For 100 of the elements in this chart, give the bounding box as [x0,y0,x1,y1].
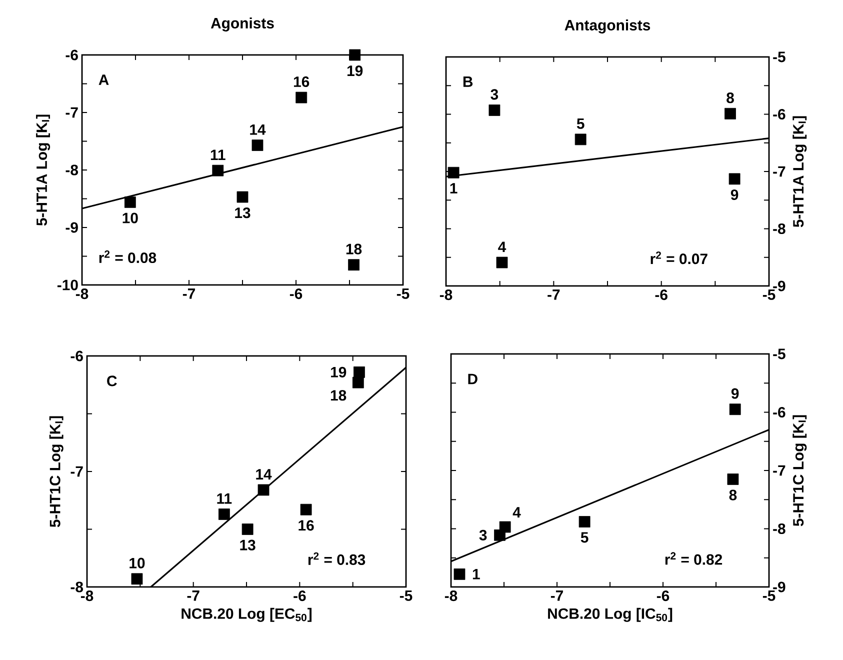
chart-title: Agonists [210,17,274,32]
annotation: 1 [472,569,480,580]
y-tick-label: -7 [773,166,786,177]
annotation: 4 [512,507,521,518]
annotation: 13 [235,208,250,218]
annotation: 1 [450,183,458,194]
annotation: 3 [479,530,487,540]
x-axis-title: NCB.20 Log [EC$_{50}$] [182,608,312,622]
y-axis-title: 5-HT1C Log [K$_{I}$] [792,415,807,526]
annotation: 8 [729,490,737,500]
point [131,573,143,585]
y-tick-label: -7 [773,465,786,476]
point [242,524,254,535]
point [348,259,360,271]
point [236,191,248,203]
y-tick-label: -8 [66,164,78,176]
y-tick-label: -6 [70,350,83,362]
y-tick-label: -8 [773,523,786,534]
annotation: r$^{2}$ = 0.83 [308,552,366,565]
annotation: 19 [347,66,363,76]
annotation: 10 [122,212,138,224]
point [724,108,736,120]
point [258,484,270,496]
point [212,164,224,176]
annotation: 18 [330,390,346,401]
y-tick-label: -7 [70,466,83,477]
x-tick-label: -7 [548,290,560,300]
x-tick-label: -6 [294,590,306,602]
point [354,366,365,378]
x-tick-label: -5 [762,290,776,300]
y-tick-label: -6 [773,108,786,120]
y-tick-label: -9 [773,280,786,292]
y-tick-label: -5 [773,52,786,62]
annotation: 14 [256,469,272,480]
point [499,521,511,533]
y-tick-label: -6 [66,50,78,60]
point [578,516,590,528]
point [352,376,364,388]
point [218,508,230,520]
point [349,49,361,61]
point [729,404,741,416]
x-tick-label: -5 [762,590,776,601]
point [454,568,466,580]
annotation: 14 [250,124,266,135]
x-tick-label: -7 [182,288,195,299]
point [124,196,136,208]
annotation: r$^{2}$ = 0.82 [665,552,722,565]
point [488,104,500,116]
point [448,166,460,178]
point [727,474,739,485]
x-tick-label: -5 [400,590,412,601]
x-tick-label: -6 [656,590,670,602]
point [728,173,740,185]
annotation: A [98,74,109,85]
annotation: 4 [498,242,506,252]
annotation: 16 [298,520,314,531]
annotation: C [107,376,117,386]
x-tick-label: -8 [80,590,94,602]
y-axis-title: 5-HT1A Log [K$_{I}$] [36,114,50,226]
point [300,504,312,516]
point [574,134,586,146]
annotation: 5 [576,118,584,129]
x-tick-label: -7 [550,590,563,601]
x-tick-label: -6 [655,290,668,300]
y-tick-label: -10 [57,280,78,290]
annotation: 9 [731,388,739,399]
annotation: 3 [490,89,498,100]
x-tick-label: -5 [396,288,410,299]
annotation: 18 [346,244,362,254]
annotation: 9 [730,189,738,200]
annotation: 11 [217,493,232,504]
chart-title: Antagonists [564,19,650,34]
annotation: 11 [210,150,226,160]
y-tick-label: -8 [70,582,84,592]
x-tick-label: -8 [440,290,452,300]
x-tick-label: -6 [290,288,302,300]
annotation: r$^{2}$ = 0.08 [99,250,156,264]
x-axis-title: NCB.20 Log [IC$_{50}$] [548,608,672,622]
annotation: 13 [240,540,256,550]
annotation: 8 [726,92,734,104]
x-tick-label: -7 [187,590,200,601]
point [252,140,264,151]
annotation: 5 [580,532,588,543]
point [296,92,308,104]
point [496,256,508,268]
annotation: 19 [331,366,346,378]
annotation: D [468,374,478,384]
y-tick-label: -7 [66,107,78,118]
y-tick-label: -6 [773,406,786,418]
y-tick-label: -5 [773,348,786,360]
annotation: B [463,76,473,87]
y-axis-title: 5-HT1C Log [K$_{I}$] [49,416,64,528]
y-tick-label: -9 [66,222,78,233]
x-tick-label: -8 [444,590,458,602]
y-tick-label: -9 [773,582,786,592]
annotation: r$^{2}$ = 0.07 [650,251,708,264]
y-tick-label: -8 [773,223,786,234]
y-axis-title: 5-HT1A Log [K$_{I}$] [792,116,807,228]
annotation: 10 [130,558,145,568]
annotation: 16 [294,76,310,88]
